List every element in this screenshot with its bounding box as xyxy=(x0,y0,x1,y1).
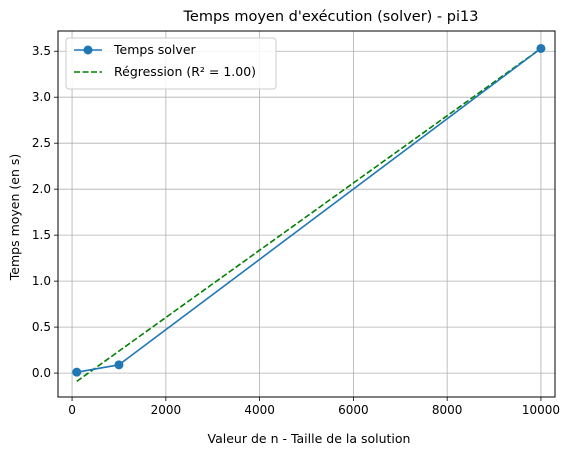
legend-label-temps-solver: Temps solver xyxy=(113,42,197,57)
y-tick-label: 3.5 xyxy=(32,44,51,58)
x-tick-label: 10000 xyxy=(522,403,560,417)
axis-ticks: 0 2000 4000 6000 8000 10000 0.0 0.5 1.0 1.5 2.0 2.5… xyxy=(32,44,560,417)
y-tick-label: 2.0 xyxy=(32,182,51,196)
y-tick-label: 1.5 xyxy=(32,228,51,242)
regression-line xyxy=(76,47,542,383)
y-tick-label: 1.0 xyxy=(32,274,51,288)
x-tick-label: 8000 xyxy=(432,403,463,417)
legend: Temps solver Régression (R² = 1.00) xyxy=(65,37,277,90)
x-tick-label: 6000 xyxy=(338,403,369,417)
legend-box xyxy=(65,37,277,90)
temps-solver-point xyxy=(536,43,546,53)
plot-frame xyxy=(57,30,556,398)
y-tick-label: 3.0 xyxy=(32,90,51,104)
y-axis-label: Temps moyen (en s) xyxy=(7,154,22,281)
x-tick-label: 4000 xyxy=(244,403,275,417)
legend-label-regression: Régression (R² = 1.00) xyxy=(114,64,256,79)
y-tick-label: 0.0 xyxy=(32,366,51,380)
y-tick-label: 0.5 xyxy=(32,320,51,334)
series-lines xyxy=(72,43,546,383)
chart-title: Temps moyen d'exécution (solver) - pi13 xyxy=(183,9,479,25)
temps-solver-point xyxy=(72,367,82,377)
grid-lines xyxy=(58,31,555,397)
x-tick-label: 0 xyxy=(68,403,76,417)
temps-solver-point xyxy=(114,360,124,370)
y-tick-label: 2.5 xyxy=(32,136,51,150)
x-axis-label: Valeur de n - Taille de la solution xyxy=(208,431,411,446)
x-tick-label: 2000 xyxy=(151,403,182,417)
legend-marker-temps-solver xyxy=(83,45,93,55)
